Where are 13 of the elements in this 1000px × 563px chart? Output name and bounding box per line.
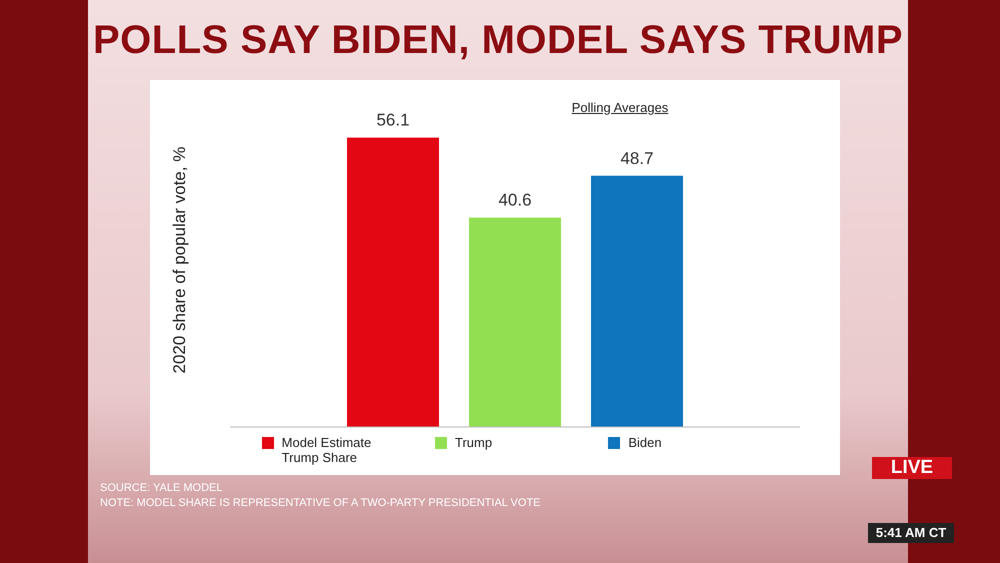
legend-label: Biden [628, 435, 663, 450]
chart-title: POLLS SAY BIDEN, MODEL SAYS TRUMP [92, 18, 904, 63]
text: Polling Averages [570, 100, 670, 115]
data-label: 40.6 [498, 190, 532, 210]
source-note: SOURCE: YALE MODEL [100, 481, 224, 496]
data-label: 48.7 [620, 148, 654, 168]
text: LIVE [872, 457, 952, 479]
y-axis-title: 2020 share of popular vote, % [170, 146, 190, 374]
text: NOTE: MODEL SHARE IS REPRESENTATIVE OF A TWO-PARTY PRESIDENTIAL VOTE [100, 496, 540, 511]
legend-label: Model Estimate Trump Share [282, 435, 372, 465]
data-label: 56.1 [376, 110, 410, 130]
text: 5:41 AM CT [868, 523, 954, 543]
legend-label: Trump [454, 435, 494, 450]
